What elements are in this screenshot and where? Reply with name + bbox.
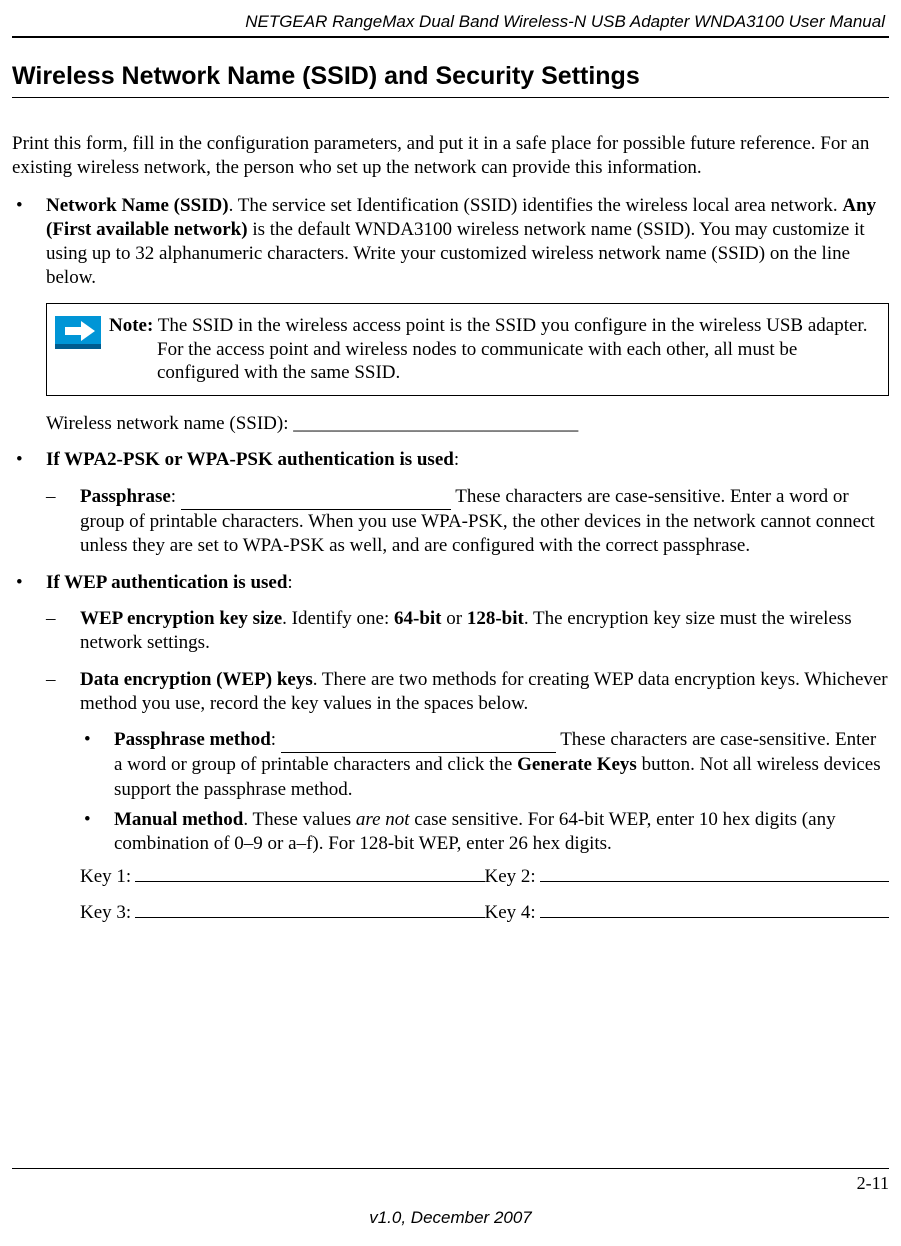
note-box: Note: The SSID in the wireless access po…: [46, 303, 889, 396]
key3-label: Key 3:: [80, 901, 131, 925]
wep-heading: If WEP authentication is used: [46, 572, 287, 593]
ssid-bullet: • Network Name (SSID). The service set I…: [12, 194, 889, 291]
ssid-label: Network Name (SSID): [46, 195, 229, 216]
wpa-heading: If WPA2-PSK or WPA-PSK authentication is…: [46, 449, 454, 470]
bullet-marker: •: [12, 448, 46, 472]
pm-label: Passphrase method: [114, 729, 271, 750]
dash-marker: –: [46, 485, 80, 559]
key4-label: Key 4:: [485, 901, 536, 925]
note-label: Note:: [109, 315, 153, 336]
key2-label: Key 2:: [485, 865, 536, 889]
ssid-field-label: Wireless network name (SSID):: [46, 413, 293, 434]
or: or: [442, 608, 467, 629]
dash-marker: –: [46, 607, 80, 656]
mm-label: Manual method: [114, 809, 243, 830]
key1-blank: [135, 863, 484, 882]
pm-gen: Generate Keys: [517, 754, 637, 775]
bullet-marker: •: [12, 194, 46, 291]
key-row-34: Key 3: Key 4:: [80, 899, 889, 925]
ssid-field-blank: ______________________________: [293, 413, 578, 434]
datakeys-label: Data encryption (WEP) keys: [80, 669, 313, 690]
key2-blank: [540, 863, 889, 882]
mm-text1: . These values: [243, 809, 356, 830]
opt-128: 128-bit: [467, 608, 524, 629]
key-row-12: Key 1: Key 2:: [80, 863, 889, 889]
bullet-marker: •: [12, 571, 46, 595]
wpa-passphrase-bullet: – Passphrase: These characters are case-…: [46, 485, 889, 559]
note-text: Note: The SSID in the wireless access po…: [157, 314, 878, 385]
wpa-bullet: • If WPA2-PSK or WPA-PSK authentication …: [12, 448, 889, 472]
bullet-marker: •: [80, 728, 114, 802]
ssid-text1: . The service set Identification (SSID) …: [229, 195, 843, 216]
colon: :: [171, 486, 181, 507]
footer-rule: [12, 1168, 889, 1169]
heading-rule: [12, 97, 889, 98]
wep-datakeys-bullet: – Data encryption (WEP) keys. There are …: [46, 668, 889, 717]
dash-marker: –: [46, 668, 80, 717]
colon: :: [271, 729, 281, 750]
colon: :: [287, 572, 292, 593]
page-number: 2-11: [12, 1173, 889, 1194]
keysize-label: WEP encryption key size: [80, 608, 282, 629]
header-rule: [12, 36, 889, 38]
key4-blank: [540, 899, 889, 918]
key3-blank: [135, 899, 484, 918]
bullet-marker: •: [80, 808, 114, 857]
passphrase-blank: [181, 485, 451, 510]
passphrase-label: Passphrase: [80, 486, 171, 507]
version: v1.0, December 2007: [12, 1208, 889, 1228]
manual-method-bullet: • Manual method. These values are not ca…: [80, 808, 889, 857]
note-body: The SSID in the wireless access point is…: [153, 315, 867, 384]
note-arrow-icon: [55, 316, 101, 349]
key1-label: Key 1:: [80, 865, 131, 889]
mm-italic: are not: [356, 809, 410, 830]
intro-paragraph: Print this form, fill in the configurati…: [12, 132, 889, 180]
footer: 2-11 v1.0, December 2007: [12, 1168, 889, 1228]
wep-bullet: • If WEP authentication is used:: [12, 571, 889, 595]
manual-title: NETGEAR RangeMax Dual Band Wireless-N US…: [12, 12, 889, 36]
keysize-mid: . Identify one:: [282, 608, 394, 629]
section-heading: Wireless Network Name (SSID) and Securit…: [12, 62, 889, 97]
passphrase-method-bullet: • Passphrase method: These characters ar…: [80, 728, 889, 802]
opt-64: 64-bit: [394, 608, 442, 629]
wep-keysize-bullet: – WEP encryption key size. Identify one:…: [46, 607, 889, 656]
ssid-field-line: Wireless network name (SSID): __________…: [46, 412, 889, 436]
colon: :: [454, 449, 459, 470]
pm-blank: [281, 728, 556, 753]
